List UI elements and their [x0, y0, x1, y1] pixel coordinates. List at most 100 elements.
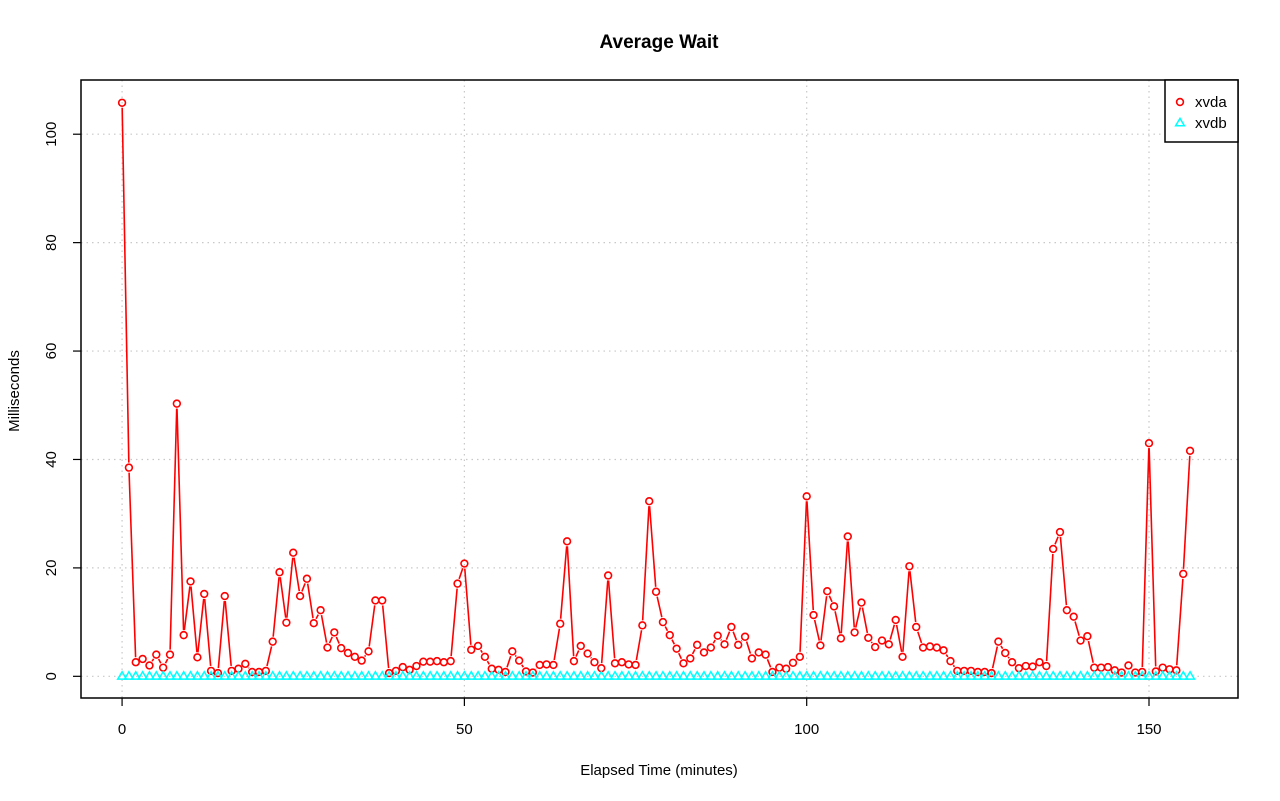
series-xvda-segment [945, 654, 949, 658]
data-point-xvdb [178, 670, 190, 680]
data-point-xvdb [308, 670, 320, 680]
series-xvda-segment [1059, 537, 1068, 606]
data-point-xvda [467, 645, 476, 654]
data-point-xvdb [1088, 670, 1100, 680]
data-point-xvda [884, 640, 894, 649]
data-point-xvda [542, 660, 551, 669]
series-xvda-segment [486, 660, 490, 665]
x-axis-label: Elapsed Time (minutes) [580, 762, 738, 779]
data-point-xvda [624, 660, 633, 669]
data-point-xvda [323, 643, 332, 652]
series-xvda-segment [991, 646, 999, 669]
data-point-xvdb [862, 670, 874, 680]
data-point-xvdb [410, 670, 423, 680]
series-xvda-segment [664, 626, 669, 632]
series-xvda-segment [272, 577, 280, 637]
series-xvda-segment [1148, 448, 1157, 667]
data-point-xvdb [794, 670, 806, 680]
data-point-xvda [432, 656, 442, 666]
data-point-xvda [809, 610, 818, 620]
data-point-xvda [357, 656, 366, 665]
series-xvda-segment [766, 658, 772, 668]
data-point-xvdb [828, 670, 840, 680]
data-point-xvdb [349, 670, 361, 680]
data-point-xvda [1048, 544, 1058, 554]
series-xvda-segment [480, 649, 483, 653]
data-point-xvda [131, 658, 140, 667]
series-xvda-segment [335, 636, 340, 644]
data-point-xvda [987, 668, 996, 678]
series-xvda-segment [169, 408, 178, 650]
data-point-xvdb [554, 670, 566, 680]
data-point-xvda [1144, 439, 1154, 448]
data-point-xvda [508, 647, 517, 656]
series-xvda-segment [1045, 553, 1054, 662]
data-point-xvdb [910, 670, 922, 680]
series-xvda-segment [1087, 640, 1094, 663]
data-point-xvdb [972, 670, 984, 680]
series-xvda-segment [1141, 448, 1150, 668]
series-xvda-segment [678, 652, 683, 660]
y-tick-label: 40 [43, 451, 60, 468]
data-point-xvda [939, 646, 948, 655]
y-tick-label: 60 [43, 343, 60, 360]
legend-marker-xvda [1175, 97, 1185, 107]
series-xvda-segment [1007, 656, 1010, 659]
series-xvda-segment [514, 654, 517, 658]
data-point-xvdb [903, 670, 916, 680]
data-point-xvdb [568, 670, 580, 680]
series-xvda-segment [889, 624, 896, 640]
data-point-xvdb [301, 670, 313, 680]
data-point-xvda [460, 559, 469, 568]
data-point-xvdb [890, 670, 902, 680]
data-point-xvdb [944, 670, 957, 680]
series-xvda-segment [301, 583, 306, 592]
data-point-xvdb [390, 670, 402, 680]
data-point-xvdb [534, 670, 546, 680]
data-point-xvda [857, 598, 866, 607]
data-point-xvdb [931, 670, 943, 680]
data-point-xvdb [814, 670, 827, 680]
data-point-xvda [1055, 527, 1065, 537]
data-point-xvda [446, 656, 455, 666]
data-point-xvdb [766, 670, 779, 680]
data-point-xvdb [725, 670, 738, 680]
data-point-xvdb [191, 670, 204, 680]
series-xvda-segment [847, 541, 856, 628]
data-point-xvda [686, 654, 695, 663]
data-point-xvdb [1136, 670, 1148, 680]
data-point-xvda [179, 630, 188, 640]
series-xvda-segment [607, 580, 616, 659]
data-point-xvda [419, 657, 428, 666]
series-xvda [117, 98, 1195, 678]
data-point-xvdb [951, 670, 963, 680]
data-point-xvdb [403, 670, 416, 680]
series-xvda-segment [861, 607, 869, 634]
data-point-xvdb [896, 670, 909, 680]
data-point-xvda [295, 591, 305, 601]
series-xvda-segment [725, 631, 731, 640]
series-xvda-segment [1000, 645, 1004, 650]
data-point-xvdb [136, 670, 149, 680]
data-point-xvda [740, 632, 750, 641]
y-tick-label: 80 [43, 234, 60, 251]
data-point-xvdb [116, 670, 128, 680]
data-point-xvdb [342, 670, 354, 680]
series-xvda-segment [712, 639, 716, 644]
data-point-xvdb [479, 670, 491, 680]
data-point-xvdb [705, 670, 717, 680]
data-point-xvda [946, 656, 955, 666]
data-point-xvdb [999, 670, 1011, 680]
data-point-xvda [734, 640, 743, 650]
data-point-xvda [343, 648, 353, 658]
x-axis: 0 50 100 150 [118, 698, 1162, 738]
data-point-xvda [898, 652, 907, 661]
series-xvda-segment [190, 586, 198, 653]
data-point-xvda [795, 652, 805, 661]
data-point-xvdb [335, 670, 347, 680]
series-xvda-segment [506, 655, 512, 668]
data-point-xvda [870, 642, 880, 652]
series-xvdb [116, 670, 1196, 680]
series-xvda-segment [315, 614, 319, 620]
